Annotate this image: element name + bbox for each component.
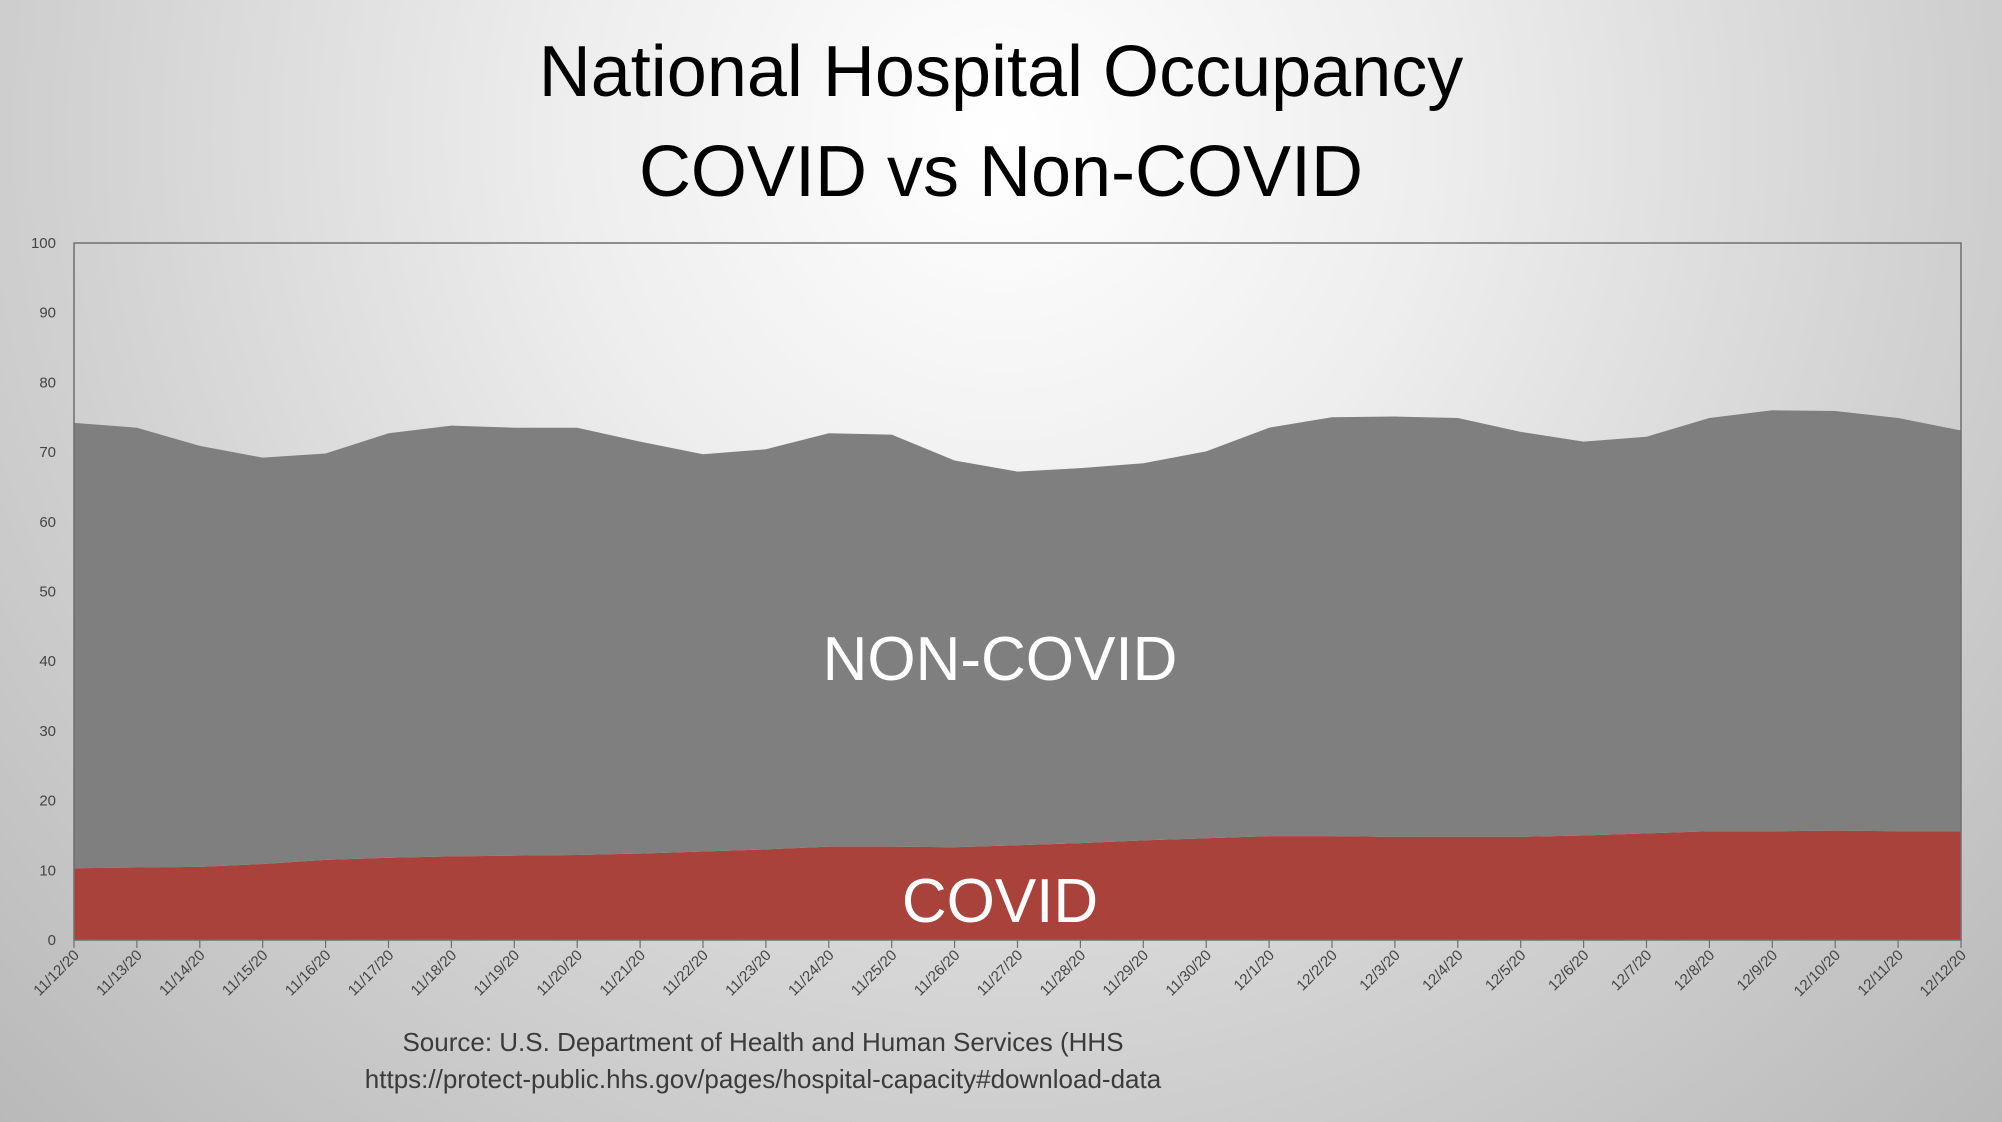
x-tick-label: 11/29/20 (1100, 947, 1153, 1000)
area-non-covid (74, 410, 1961, 869)
y-tick-label: 10 (39, 862, 56, 879)
x-tick-label: 12/9/20 (1734, 947, 1781, 994)
x-tick-label: 11/27/20 (974, 947, 1027, 1000)
x-tick-label: 11/14/20 (156, 947, 209, 1000)
x-tick-label: 12/7/20 (1608, 947, 1655, 994)
area-covid (74, 830, 1961, 940)
x-tick-label: 11/25/20 (848, 947, 901, 1000)
x-tick-label: 11/13/20 (93, 947, 146, 1000)
y-tick-label: 20 (39, 793, 56, 810)
y-tick-label: 80 (39, 374, 56, 391)
x-tick-label: 12/10/20 (1791, 947, 1844, 1000)
y-tick-label: 50 (39, 584, 56, 601)
area-label: NON-COVID (823, 625, 1178, 694)
x-tick-label: 11/20/20 (534, 947, 587, 1000)
x-tick-label: 12/8/20 (1671, 947, 1718, 994)
x-tick-label: 11/30/20 (1163, 947, 1216, 1000)
x-tick-label: 12/3/20 (1356, 947, 1403, 994)
x-tick-label: 12/12/20 (1917, 947, 1970, 1000)
y-tick-label: 70 (39, 444, 56, 461)
x-tick-label: 11/28/20 (1037, 947, 1090, 1000)
x-tick-label: 11/26/20 (911, 947, 964, 1000)
chart-title-line2: COVID vs Non-COVID (638, 132, 1364, 212)
y-tick-label: 0 (48, 932, 56, 949)
x-tick-label: 11/16/20 (282, 947, 335, 1000)
y-tick-label: 40 (39, 653, 56, 670)
x-tick-label: 12/5/20 (1482, 947, 1529, 994)
x-tick-label: 11/15/20 (219, 947, 272, 1000)
x-tick-label: 11/17/20 (345, 947, 398, 1000)
area-label: COVID (902, 867, 1098, 936)
chart-title-line1: National Hospital Occupancy (538, 32, 1464, 112)
y-tick-label: 30 (39, 723, 56, 740)
x-tick-label: 11/24/20 (785, 947, 838, 1000)
x-tick-label: 11/23/20 (722, 947, 775, 1000)
x-tick-label: 12/6/20 (1545, 947, 1592, 994)
source-line-2: https://protect-public.hhs.gov/pages/hos… (364, 1064, 1162, 1094)
x-tick-label: 12/2/20 (1293, 947, 1340, 994)
x-tick-label: 11/18/20 (408, 947, 461, 1000)
y-tick-label: 60 (39, 514, 56, 531)
source-line-1: Source: U.S. Department of Health and Hu… (402, 1027, 1124, 1057)
x-tick-label: 11/19/20 (471, 947, 524, 1000)
x-tick-label: 12/4/20 (1419, 947, 1466, 994)
y-tick-label: 90 (39, 305, 56, 322)
x-tick-label: 12/1/20 (1231, 947, 1278, 994)
chart-title: National Hospital Occupancy COVID vs Non… (0, 22, 2002, 222)
y-tick-label: 100 (31, 235, 56, 252)
x-tick-label: 11/12/20 (30, 947, 83, 1000)
x-tick-label: 12/11/20 (1854, 947, 1907, 1000)
x-tick-label: 11/21/20 (596, 947, 649, 1000)
source-note: Source: U.S. Department of Health and Hu… (0, 1024, 1526, 1098)
x-tick-label: 11/22/20 (659, 947, 712, 1000)
